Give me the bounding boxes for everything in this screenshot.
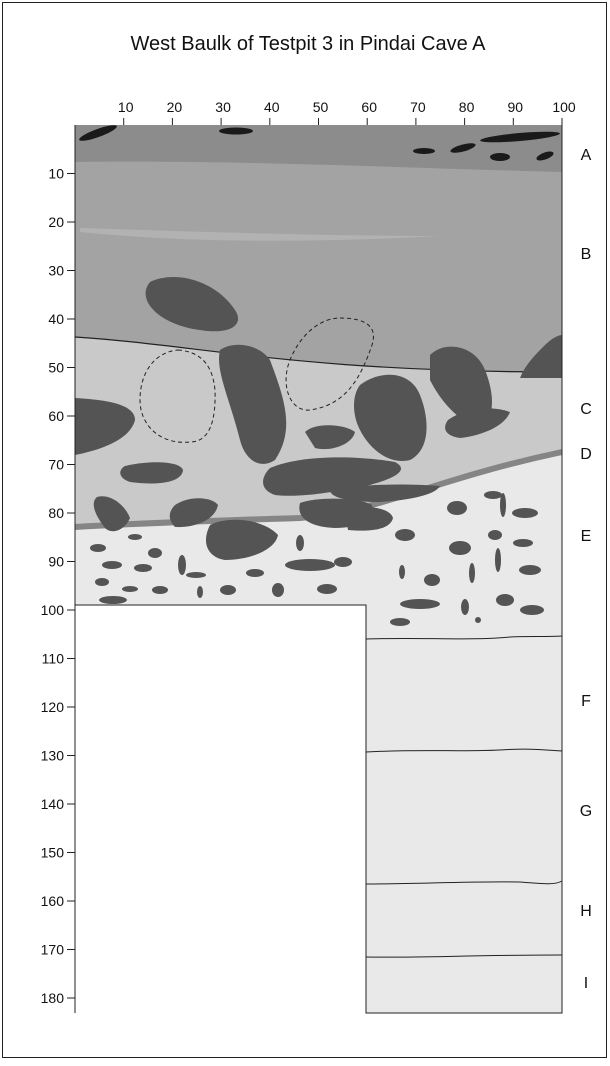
top-scale-label: 50 — [313, 99, 329, 115]
top-scale-label: 80 — [459, 99, 475, 115]
diagram: West Baulk of Testpit 3 in Pindai Cave A — [0, 0, 610, 1061]
title: West Baulk of Testpit 3 in Pindai Cave A — [130, 33, 486, 55]
depth-scale-label: 130 — [41, 748, 65, 764]
depth-scale-label: 140 — [41, 796, 65, 812]
layer-label: A — [581, 147, 592, 164]
depth-scale-label: 10 — [48, 166, 64, 182]
top-scale-label: 70 — [410, 99, 426, 115]
top-scale-label: 40 — [264, 99, 280, 115]
depth-scale-label: 80 — [48, 505, 64, 521]
depth-scale-label: 170 — [41, 942, 65, 958]
depth-scale-label: 110 — [42, 651, 65, 667]
depth-scale-label: 90 — [48, 554, 64, 570]
top-scale-label: 20 — [167, 99, 183, 115]
depth-scale-label: 180 — [41, 990, 65, 1006]
depth-scale-label: 40 — [48, 311, 64, 327]
layer-label: C — [580, 401, 592, 418]
layer-label: E — [581, 528, 592, 545]
top-scale-label: 60 — [361, 99, 377, 115]
depth-scale-label: 70 — [48, 457, 64, 473]
depth-scale-label: 50 — [48, 360, 64, 376]
depth-scale-label: 120 — [41, 699, 65, 715]
depth-scale-label: 100 — [41, 602, 65, 618]
depth-scale-label: 160 — [41, 893, 65, 909]
top-scale-label: 30 — [215, 99, 231, 115]
layer-label: I — [584, 975, 588, 992]
top-scale-label: 10 — [118, 99, 134, 115]
layer-label: D — [580, 446, 592, 463]
depth-scale-label: 60 — [48, 408, 64, 424]
layer-label: B — [581, 246, 592, 263]
depth-scale-label: 30 — [48, 263, 64, 279]
depth-scale-label: 150 — [41, 845, 65, 861]
top-scale-label: 90 — [508, 99, 524, 115]
layer-label: H — [580, 903, 592, 920]
layer-label: F — [581, 693, 591, 710]
layer-label: G — [580, 803, 592, 820]
depth-scale-label: 20 — [48, 214, 64, 230]
top-scale-label: 100 — [552, 99, 576, 115]
